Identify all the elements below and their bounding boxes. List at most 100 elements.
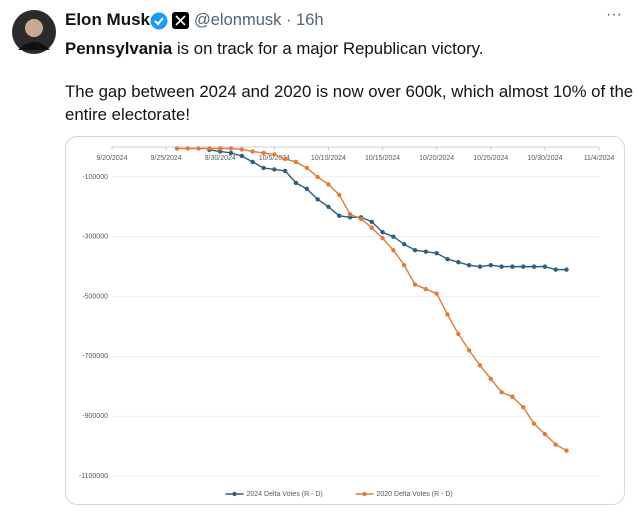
verified-badge [150,12,168,30]
point [564,448,569,453]
point [423,249,429,254]
x-tick-label: 10/5/2024 [259,155,290,162]
author-name[interactable]: Elon Musk [65,10,151,29]
point [207,146,212,151]
point [477,363,483,368]
x-tick-label: 9/25/2024 [151,155,182,162]
point [261,150,266,156]
point [531,421,537,426]
media[interactable]: -100000 -300000 -500000 -700000 -900000 -1100… [65,136,625,505]
point [228,146,234,151]
legend-label: 2020 Delta Votes (R - D) [377,491,453,498]
point [293,159,299,165]
point [499,264,504,269]
point [304,165,309,171]
x-tick-label: 10/30/2024 [527,155,562,162]
point [185,146,190,151]
point [553,267,558,272]
point [510,394,515,399]
point [347,212,353,217]
y-tick-label: -1100000 [79,473,108,480]
point [250,149,255,154]
point [445,256,450,262]
point [521,405,526,410]
point [228,150,234,156]
point [196,146,201,151]
x-tick-label: 10/15/2024 [365,155,400,162]
series-line [209,149,567,271]
point [250,159,255,165]
more-button[interactable]: ··· [606,6,622,23]
point [402,242,407,247]
point [315,174,320,180]
x-tick-label: 10/25/2024 [473,155,508,162]
point [412,282,418,287]
point [477,264,483,269]
point [488,262,493,268]
point [542,264,548,269]
bold-text: Pennsylvania [65,39,173,58]
point [499,390,504,395]
legend-marker [362,491,367,497]
point [272,152,277,157]
x-tick-label: 10/20/2024 [419,155,454,162]
y-tick-label: -900000 [82,413,108,420]
plot-area [112,147,599,476]
point [358,216,364,221]
point [304,186,309,192]
point [369,219,374,224]
point [282,168,288,174]
point [423,286,429,292]
x-badge [172,12,189,29]
point [456,331,461,337]
point [380,236,385,241]
y-tick-label: -300000 [82,234,108,241]
point [564,267,569,272]
point [380,230,385,235]
point [315,197,320,202]
point [531,264,537,269]
point [326,182,331,187]
text: is on track for a major Republican victo… [176,39,484,58]
point [293,180,299,186]
legend-label: 2024 Delta Votes (R - D) [247,491,323,498]
x-tick-label: 9/30/2024 [205,155,236,162]
point [466,348,472,353]
y-tick-label: -700000 [82,353,108,360]
avatar[interactable] [12,10,56,54]
point [391,247,396,253]
handle-time[interactable]: @elonmusk · 16h [194,11,324,29]
point [174,146,180,151]
point [402,262,407,268]
x-tick-label: 11/4/2024 [584,155,615,162]
point [282,156,288,162]
point [239,153,245,159]
chart: -100000 -300000 -500000 -700000 -900000 -1100… [79,146,615,498]
point [272,167,277,172]
point [510,264,515,269]
point [218,146,223,151]
point [466,262,472,268]
tweet-text: Pennsylvania is on track for a major Rep… [65,37,635,60]
point [434,291,439,296]
tweet-text: The gap between 2024 and 2020 is now ove… [65,82,634,124]
point [326,204,331,210]
point [445,312,450,317]
point [391,234,396,239]
point [521,264,526,269]
point [369,225,374,230]
point [261,165,266,171]
y-tick-label: -500000 [82,293,108,300]
x-tick-label: 9/20/2024 [96,155,127,162]
point [434,250,439,256]
point [488,376,493,381]
point [412,247,418,253]
x-tick-label: 10/10/2024 [311,155,346,162]
point [553,442,558,447]
point [239,147,245,152]
point [337,213,342,218]
point [337,192,342,198]
point [542,431,548,437]
legend-marker [232,491,237,497]
